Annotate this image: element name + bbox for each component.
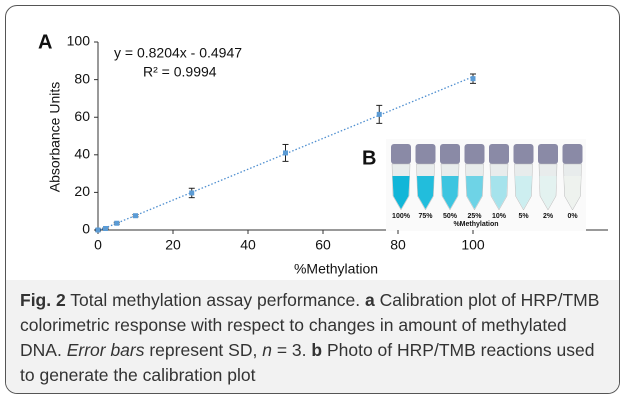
- y-tick-label: 60: [74, 108, 90, 124]
- panel-label: A: [38, 31, 52, 53]
- tube-label: 10%: [492, 213, 507, 220]
- tube-liquid: [515, 176, 532, 209]
- trendline: [97, 76, 474, 232]
- tube-cap: [440, 144, 460, 164]
- part-label: a: [365, 290, 375, 310]
- y-tick-label: 0: [82, 221, 90, 237]
- x-tick-label: 60: [315, 237, 331, 253]
- caption-label: Fig. 2: [20, 290, 66, 310]
- x-tick-label: 0: [94, 237, 102, 253]
- x-axis-label: %Methylation: [294, 261, 378, 277]
- inset-label: B: [362, 147, 376, 169]
- caption-italic: n: [262, 340, 272, 360]
- tube-cap: [391, 144, 411, 164]
- tube-liquid: [392, 176, 410, 209]
- y-tick-label: 40: [74, 146, 90, 162]
- tube-cap: [489, 144, 509, 164]
- r-squared: R² = 0.9994: [143, 64, 217, 80]
- tube-label: 25%: [467, 213, 482, 220]
- tube-cap: [464, 144, 485, 164]
- tube-label: 50%: [443, 213, 458, 220]
- tube-label: 100%: [392, 213, 411, 220]
- point: [470, 76, 476, 82]
- point: [189, 190, 195, 196]
- tube-label: 75%: [418, 213, 433, 220]
- y-axis-label: Absorbance Units: [47, 82, 63, 193]
- x-tick-label: 40: [240, 237, 256, 253]
- y-tick-label: 80: [74, 70, 90, 86]
- tube-label: 0%: [567, 213, 578, 220]
- point: [133, 213, 138, 219]
- tube-liquid: [490, 176, 508, 209]
- tube-liquid: [466, 176, 483, 209]
- tube-liquid: [441, 176, 459, 209]
- tube-cap: [513, 144, 534, 164]
- point: [376, 111, 382, 117]
- caption-text: Calibration plot of HRP/TMB colorimetric…: [20, 290, 600, 360]
- part-label: b: [311, 340, 323, 360]
- tube-liquid: [417, 176, 434, 209]
- caption-text: represent SD,: [149, 340, 258, 360]
- chart: A Absorbance Units %Methylation y = 0.82…: [38, 31, 608, 277]
- tube-liquid: [539, 176, 557, 209]
- point: [114, 220, 120, 226]
- point: [95, 227, 101, 233]
- trend-equation: y = 0.8204x - 0.4947: [114, 45, 242, 61]
- x-tick-label: 20: [165, 237, 181, 253]
- y-tick-label: 100: [67, 33, 91, 49]
- tube-cap: [562, 144, 583, 164]
- inset-axis-label: %Methylation: [453, 221, 498, 228]
- figure: A Absorbance Units %Methylation y = 0.82…: [5, 5, 620, 394]
- point: [103, 225, 108, 231]
- tube-liquid: [564, 176, 581, 209]
- caption-text: Photo of HRP/TMB reactions used to gener…: [20, 340, 595, 385]
- tube-cap: [538, 144, 558, 164]
- y-tick-label: 20: [74, 183, 90, 199]
- x-tick-label: 100: [461, 237, 485, 253]
- caption-text: = 3.: [276, 340, 307, 360]
- caption-italic: Error bars: [66, 340, 145, 360]
- x-tick-label: 80: [390, 237, 406, 253]
- tube-label: 5%: [518, 213, 529, 220]
- inset-photo: B %Methylation 100% 75% 50% 25% 10% 5% 2% 0%: [362, 139, 586, 231]
- point: [283, 150, 288, 156]
- tube-label: 2%: [543, 213, 554, 220]
- caption: Fig. 2 Total methylation assay performan…: [6, 280, 619, 393]
- caption-title: Total methylation assay performance.: [70, 290, 361, 310]
- tube-cap: [415, 144, 436, 164]
